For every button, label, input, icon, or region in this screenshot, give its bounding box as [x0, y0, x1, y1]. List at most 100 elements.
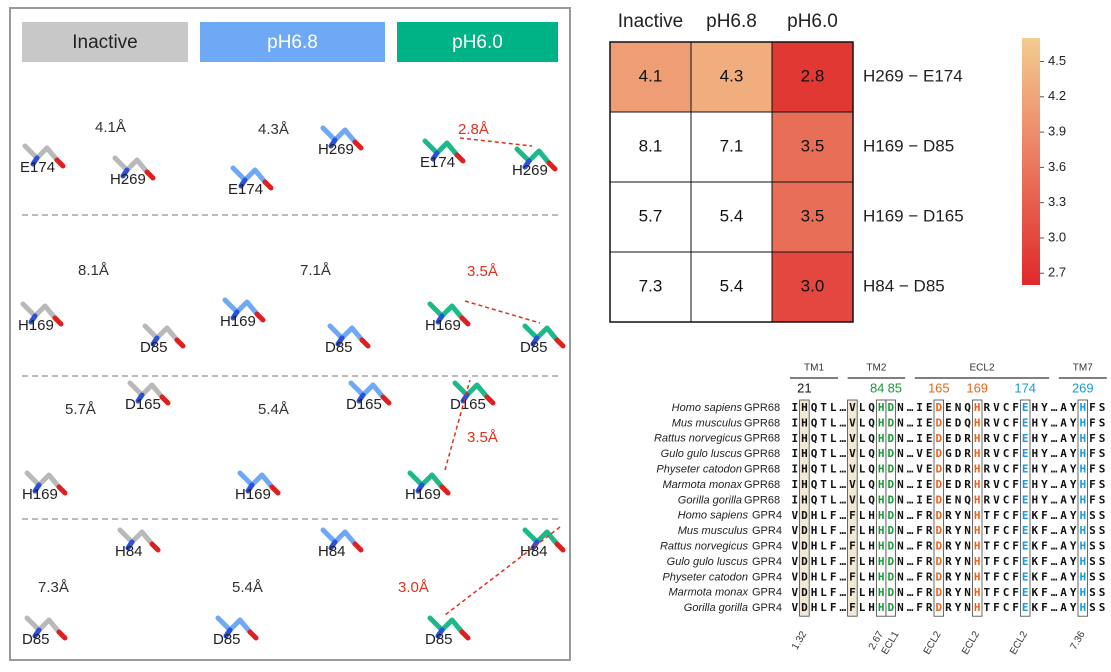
- column-highlight: [847, 399, 858, 617]
- residue-stick: [407, 470, 445, 490]
- residue-stick: [24, 615, 62, 635]
- residue-tip: [435, 313, 445, 325]
- gene-name: GPR4: [752, 571, 782, 583]
- residue-tip: [52, 315, 64, 327]
- residue-label: H169: [235, 486, 271, 503]
- distance-label: 5.4Å: [258, 401, 289, 418]
- heatmap-cell: [609, 251, 692, 323]
- colorbar-tick-label: 3.0: [1048, 229, 1066, 244]
- distance-label: 5.7Å: [65, 401, 96, 418]
- gene-name: GPR4: [752, 525, 782, 537]
- heatmap-frame: [609, 41, 854, 323]
- column-highlight: [885, 399, 897, 617]
- colorbar: [1022, 38, 1040, 285]
- species-name: Homo sapiens: [678, 510, 749, 522]
- gene-name: GPR4: [752, 602, 782, 614]
- species-name: Marmota monax: [669, 587, 749, 599]
- structure-panel-frame: [9, 7, 571, 661]
- residue-tip: [125, 539, 135, 551]
- residue-tip: [262, 179, 274, 191]
- species-name: Homo sapiens: [672, 402, 743, 414]
- distance-label: 4.1Å: [95, 119, 126, 136]
- residue-label: H169: [405, 486, 441, 503]
- residue-stick: [127, 380, 165, 400]
- species-name: Gorilla gorilla: [684, 602, 748, 614]
- gene-name: GPR68: [744, 402, 780, 414]
- sequence: V D H L F… F L H H D N… F R D R Y N H T F C F E K F… A Y H S S: [791, 601, 1105, 614]
- residue-label: H84: [520, 543, 548, 560]
- residue-tip: [328, 137, 338, 149]
- residue-stick: [320, 527, 358, 547]
- residue-tip: [454, 152, 466, 164]
- residue-tip: [32, 627, 42, 639]
- distance-label: 3.0Å: [398, 579, 429, 596]
- colorbar-tick-label: 4.5: [1048, 53, 1066, 68]
- heatmap-cell: [690, 111, 773, 183]
- heatmap-row-label: H269 − E174: [863, 66, 963, 85]
- heatmap-value: 7.3: [639, 276, 663, 295]
- residue-stick: [230, 165, 268, 185]
- heatmap-cell: [771, 181, 854, 253]
- region-label: TM7: [1073, 363, 1093, 374]
- residue-stick: [522, 527, 560, 547]
- heatmap-value: 5.7: [639, 206, 663, 225]
- species-name: Gulo gulo luscus: [667, 556, 749, 568]
- residue-tip: [30, 155, 40, 167]
- colorbar-tick-label: 3.6: [1048, 159, 1066, 174]
- residue-stick: [514, 146, 552, 166]
- position-number: 84: [870, 380, 884, 395]
- sequence: V D H L F… F L H H D N… F R D R Y N H T F C F E K F… A Y H S S: [791, 524, 1105, 537]
- residue-stick: [422, 138, 460, 158]
- gene-name: GPR4: [752, 541, 782, 553]
- residue-tip: [230, 309, 240, 321]
- residue-stick: [117, 527, 155, 547]
- residue-tip: [356, 392, 366, 404]
- residue-label: D165: [346, 396, 382, 413]
- gene-name: GPR68: [744, 433, 780, 445]
- residue-tip: [380, 394, 392, 406]
- heatmap-column-label: pH6.8: [706, 11, 757, 32]
- header-ph68: [200, 22, 385, 62]
- heatmap-row-label: H84 − D85: [863, 276, 945, 295]
- residue-tip: [238, 177, 248, 189]
- distance-label: 3.5Å: [467, 429, 498, 446]
- residue-tip: [120, 167, 130, 179]
- species-name: Gorilla gorilla: [678, 494, 742, 506]
- residue-label: D85: [22, 631, 50, 648]
- distance-label: 2.8Å: [458, 121, 489, 138]
- position-number: 169: [966, 380, 988, 395]
- residue-stick: [348, 380, 386, 400]
- residue-stick: [320, 125, 358, 145]
- distance-label: 3.5Å: [467, 263, 498, 280]
- sequence: V D H L F… F L H H D N… F R D R Y N H T F C F E K F… A Y H S S: [791, 540, 1105, 553]
- residue-tip: [554, 541, 566, 553]
- footnote-label: 7.36: [1068, 629, 1087, 652]
- heatmap-value: 5.4: [720, 206, 744, 225]
- sequence: I H Q T L… V L Q H D N… V E D R D R H R V C F E H Y… A Y H F S: [791, 463, 1105, 476]
- sequence: I H Q T L… V L Q H D N… I E D E N Q H R V C F E H Y… A Y H F S: [791, 493, 1105, 506]
- residue-stick: [452, 380, 490, 400]
- residue-tip: [522, 158, 532, 170]
- residue-tip: [54, 157, 66, 169]
- heatmap-value: 3.0: [801, 276, 825, 295]
- residue-tip: [150, 335, 160, 347]
- residue-tip: [530, 335, 540, 347]
- residue-label: H269: [318, 141, 354, 158]
- heatmap-cell: [609, 111, 692, 183]
- residue-tip: [56, 484, 68, 496]
- position-number: 165: [928, 380, 950, 395]
- distance-label: 8.1Å: [78, 262, 109, 279]
- position-number: 85: [888, 380, 902, 395]
- residue-stick: [112, 155, 150, 175]
- species-name: Mus musculus: [672, 417, 743, 429]
- residue-tip: [32, 482, 42, 494]
- heatmap-value: 2.8: [801, 66, 825, 85]
- residue-tip: [223, 627, 233, 639]
- column-header: pH6.8: [267, 32, 318, 53]
- sequence: V D H L F… F L H H D N… F R D R Y N H T F C F E K F… A Y H S S: [791, 586, 1105, 599]
- species-name: Physeter catodon: [656, 464, 742, 476]
- residue-label: D85: [325, 339, 353, 356]
- header-inactive: [22, 22, 188, 62]
- sequence: I H Q T L… V L Q H D N… I E D E N Q H R V C F E H Y… A Y H F S: [791, 401, 1105, 414]
